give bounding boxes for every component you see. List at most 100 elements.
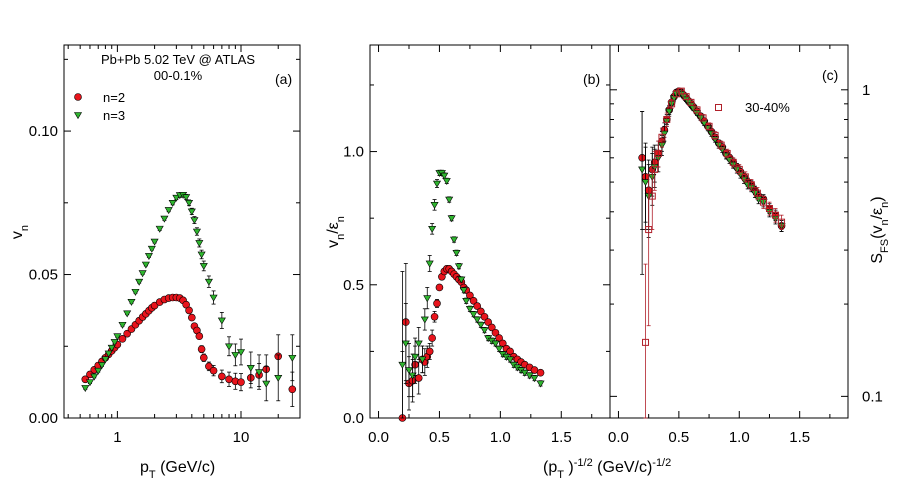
point-n3 [476, 321, 485, 329]
point-n3 [110, 339, 119, 347]
point-n3 [420, 316, 429, 324]
point-n2 [435, 283, 444, 292]
point-n3 [414, 340, 423, 348]
point-n2 [428, 334, 436, 342]
point-n3 [473, 316, 482, 324]
point-3040 [747, 181, 755, 189]
point-n3 [141, 261, 150, 269]
point-n3 [450, 236, 459, 244]
point-n2 [209, 366, 218, 375]
y-tick-label: 0.05 [29, 267, 58, 284]
point-n3 [440, 172, 449, 180]
point-n3 [495, 345, 504, 353]
panel-b-label: (b) [583, 71, 600, 87]
legend-n3-marker [73, 112, 83, 120]
point-3040 [699, 114, 707, 122]
point-n3 [104, 350, 113, 358]
point-n3 [408, 372, 417, 380]
point-n2 [491, 328, 500, 337]
point-n2 [288, 385, 297, 394]
point-n3 [225, 343, 234, 351]
point-n2 [466, 291, 474, 300]
point-n2 [498, 339, 507, 348]
point-n3 [138, 270, 147, 278]
point-n2 [536, 368, 545, 377]
point-n3 [90, 373, 99, 381]
y-axis-title-a: vn [9, 225, 31, 239]
x-tick-label: 1.5 [551, 429, 572, 446]
ticks-layer: 1 10 0.00 0.05 0.10 0.0 0.5 1.0 1.5 0.0 0.5 1.0 0.0 0… [29, 45, 883, 446]
point-n2 [414, 374, 423, 382]
y-axis-title-c: SFS(vn/εn) [869, 196, 891, 263]
y-tick-label: 0.1 [862, 388, 883, 405]
panel-c-frame [609, 44, 849, 419]
point-n3 [447, 215, 456, 223]
point-n3 [288, 354, 297, 362]
y-tick-label: 0.00 [29, 410, 58, 427]
point-n3 [81, 385, 90, 392]
y-tick-label: 1 [862, 82, 870, 99]
point-n3 [445, 196, 454, 204]
x-tick-label: 1.0 [490, 429, 511, 446]
point-3040 [654, 149, 662, 157]
point-n3 [425, 260, 434, 268]
point-n3 [454, 263, 463, 271]
point-n3 [398, 361, 407, 369]
legend-n2-label: n=2 [103, 90, 125, 105]
point-n3 [107, 344, 116, 352]
point-n3 [236, 349, 246, 357]
point-n2 [430, 312, 439, 321]
point-n3 [160, 215, 169, 223]
point-n3 [452, 250, 461, 257]
point-n3 [131, 288, 140, 296]
point-n3 [164, 207, 173, 215]
point-n2 [237, 378, 245, 386]
point-n3 [209, 294, 218, 302]
point-n3 [150, 238, 159, 246]
x-tick-label: 1 [113, 429, 121, 446]
point-n3 [113, 333, 122, 341]
x-tick-label: 0.5 [429, 429, 450, 446]
marks-layer [81, 87, 786, 422]
point-n3 [255, 369, 264, 377]
point-n3 [231, 352, 240, 359]
x-tick-label: 10 [233, 429, 250, 446]
legend-3040-marker [715, 104, 722, 111]
point-n3 [404, 367, 414, 375]
point-3040 [663, 116, 671, 124]
point-n3 [418, 356, 427, 364]
point-n3 [85, 379, 94, 387]
panel-a-label: (a) [275, 71, 292, 87]
point-n2 [197, 345, 206, 353]
point-n3 [638, 166, 647, 174]
point-n3 [457, 276, 466, 284]
point-3040 [729, 158, 737, 166]
point-n2 [225, 375, 233, 384]
point-3040 [741, 173, 749, 181]
point-3040 [693, 106, 701, 114]
x-tick-label: 0.0 [368, 429, 389, 446]
point-n3 [665, 108, 674, 116]
point-n3 [168, 200, 177, 207]
point-3040 [648, 192, 656, 200]
point-n3 [469, 311, 478, 319]
point-n3 [187, 208, 196, 216]
point-n3 [94, 367, 103, 375]
x-axis-title-b: (pT )-1/2 (GeV/c)-1/2 [543, 457, 671, 481]
point-n3 [199, 263, 208, 271]
point-3040 [651, 165, 659, 173]
x-tick-label: 0.5 [668, 429, 689, 446]
point-n3 [536, 380, 545, 388]
point-n3 [491, 340, 500, 348]
y-axis-title-b: vn/εn [325, 216, 347, 248]
point-n3 [190, 217, 199, 225]
point-n3 [262, 380, 271, 388]
point-3040 [735, 165, 743, 173]
point-3040 [765, 205, 773, 213]
panel-c-label: (c) [822, 67, 838, 83]
point-n3 [97, 362, 106, 370]
point-3040 [711, 131, 719, 139]
point-3040 [723, 149, 731, 157]
point-3040 [668, 100, 676, 108]
